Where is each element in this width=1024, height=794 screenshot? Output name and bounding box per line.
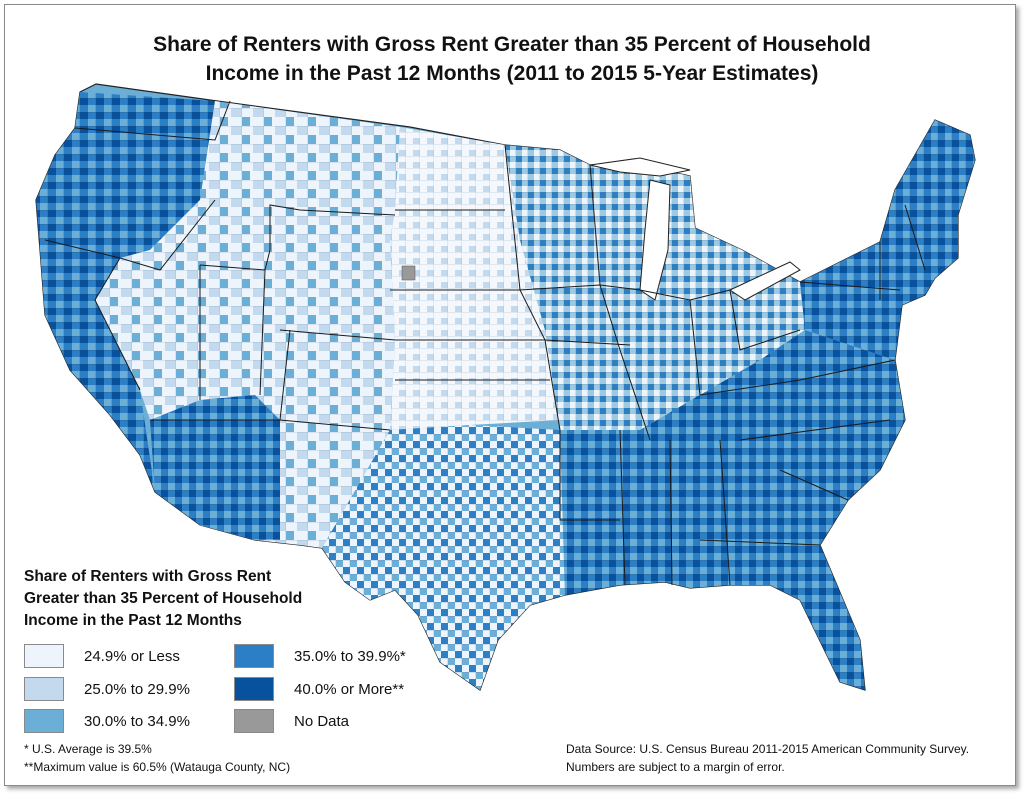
map-title-line-1: Share of Renters with Gross Rent Greater… [153, 33, 871, 56]
region-plains [390, 127, 560, 430]
lake-michigan [639, 179, 671, 301]
region-pacific [36, 92, 215, 492]
legend-item-30-to-34-9: 30.0% to 34.9% [24, 709, 190, 733]
legend-label: 24.9% or Less [84, 647, 180, 665]
legend-label: 40.0% or More** [294, 680, 405, 698]
legend-swatch [234, 644, 274, 668]
map-title: Share of Renters with Gross Rent Greater… [0, 30, 1024, 88]
legend-item-25-to-29-9: 25.0% to 29.9% [24, 677, 190, 701]
footnote-us-average: * U.S. Average is 39.5% [24, 742, 152, 756]
region-south [560, 330, 905, 690]
legend-swatch [24, 644, 64, 668]
legend-item-35-to-39-9: 35.0% to 39.9%* [234, 644, 406, 668]
legend-item-40-or-more: 40.0% or More** [234, 677, 404, 701]
legend-swatch [234, 677, 274, 701]
legend-swatch [234, 709, 274, 733]
legend-swatch [24, 677, 64, 701]
data-source-line-2: Numbers are subject to a margin of error… [566, 760, 785, 774]
legend-label: 30.0% to 34.9% [84, 712, 190, 730]
lake-erie [728, 261, 801, 301]
legend-item-24-9-or-less: 24.9% or Less [24, 644, 180, 668]
legend-title: Share of Renters with Gross Rent Greater… [24, 566, 302, 632]
legend-swatch [24, 709, 64, 733]
region-texas [322, 425, 565, 690]
legend-title-line-3: Income in the Past 12 Months [24, 612, 242, 629]
region-northeast [800, 120, 975, 360]
region-southwest [150, 395, 280, 540]
legend-title-line-1: Share of Renters with Gross Rent [24, 568, 272, 585]
no-data-county [401, 265, 416, 281]
legend-label: No Data [294, 712, 350, 730]
map-title-line-2: Income in the Past 12 Months (2011 to 20… [205, 62, 819, 85]
footnote-maximum: **Maximum value is 60.5% (Watauga County… [24, 760, 291, 774]
state-borders [44, 100, 926, 586]
legend-title-line-2: Greater than 35 Percent of Household [24, 590, 303, 607]
lake-superior [589, 157, 691, 177]
legend-label: 35.0% to 39.9%* [294, 647, 406, 665]
data-source-line-1: Data Source: U.S. Census Bureau 2011-201… [566, 742, 970, 756]
legend-label: 25.0% to 29.9% [84, 680, 190, 698]
legend-item-no-data: No Data [234, 709, 349, 733]
